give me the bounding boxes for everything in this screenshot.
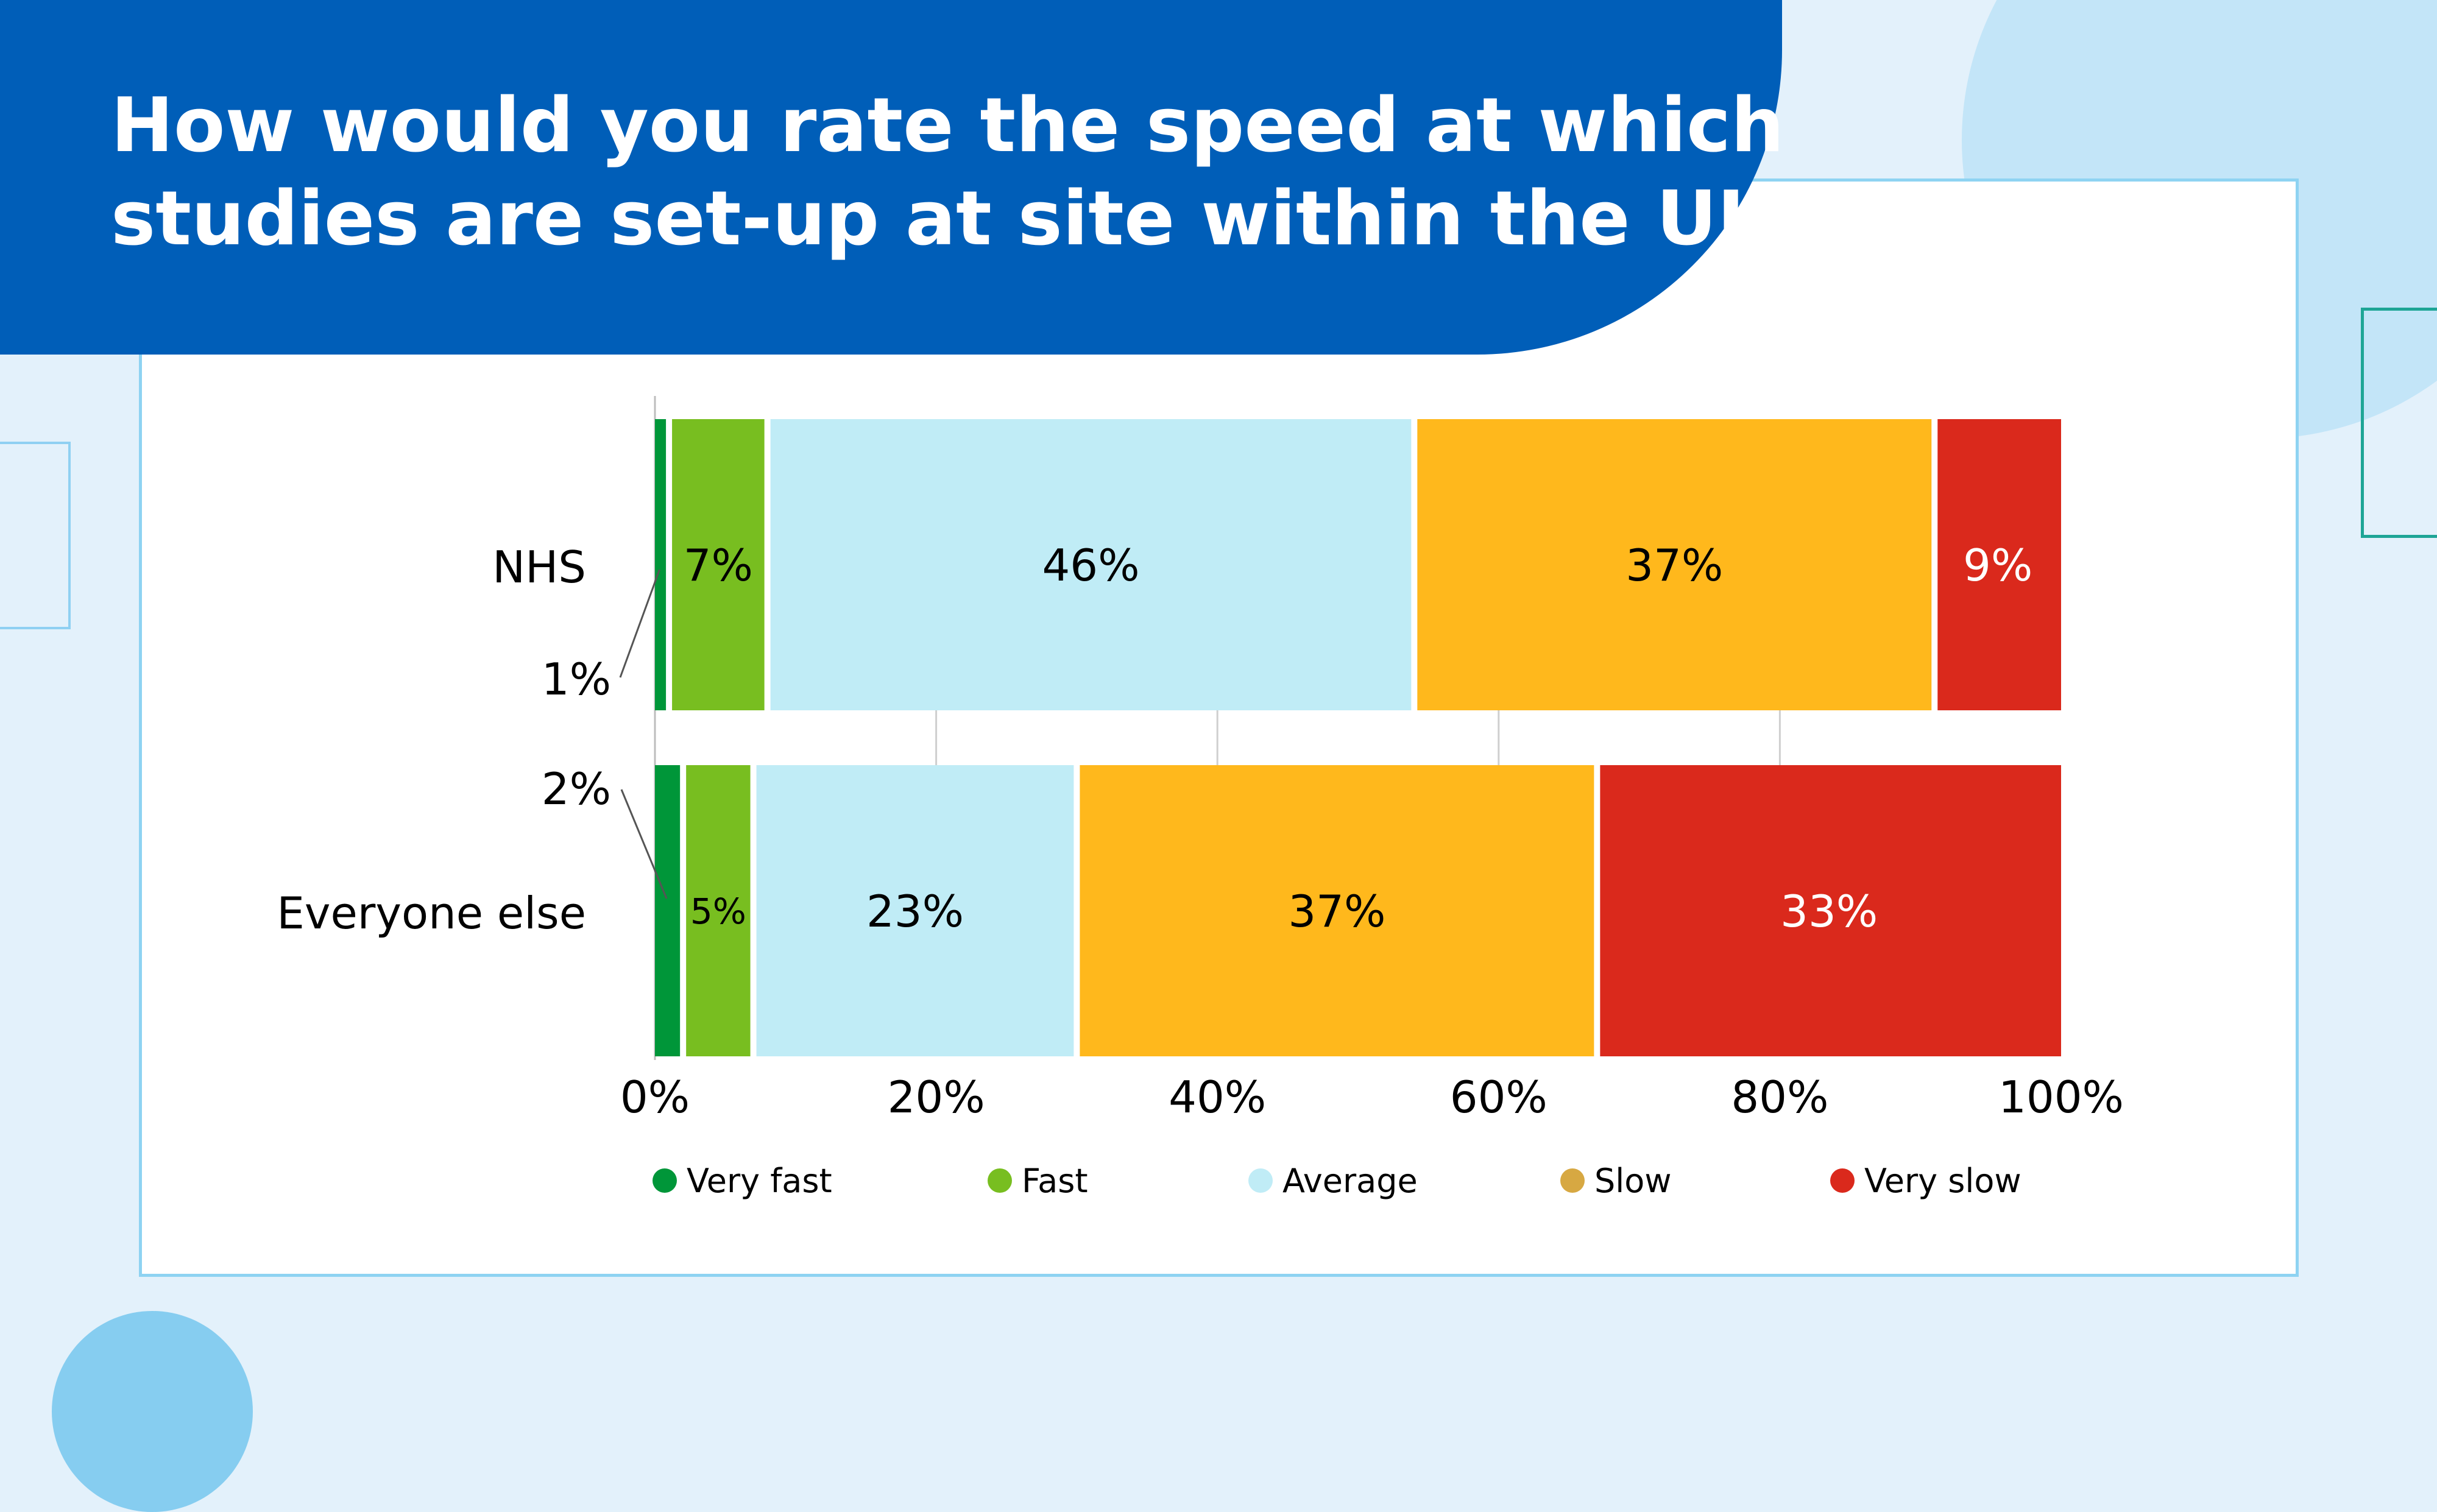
legend-label-fast: Fast: [1022, 1162, 1088, 1200]
bar-nhs-very-fast: [655, 419, 667, 710]
title-line-2: studies are set-up at site within the UK…: [111, 175, 1819, 263]
legend-label-average: Average: [1282, 1162, 1418, 1200]
x-tick-label-0: 0%: [620, 1072, 690, 1123]
data-label-everyone-else-average: 23%: [866, 886, 964, 937]
legend-swatch-fast: [988, 1168, 1012, 1193]
title-banner: How would you rate the speed at which st…: [0, 0, 1819, 355]
x-tick-label-100: 100%: [1998, 1072, 2124, 1123]
data-label-nhs-slow: 37%: [1625, 540, 1723, 591]
leader-line-everyone-else: [620, 789, 668, 899]
legend-swatch-slow: [1560, 1168, 1585, 1193]
data-label-everyone-else-fast: 5%: [690, 891, 746, 932]
data-label-nhs-average: 46%: [1042, 540, 1139, 591]
data-label-nhs-very-fast: 1%: [542, 654, 611, 705]
legend-swatch-very-slow: [1830, 1168, 1855, 1193]
category-label-nhs: NHS: [492, 542, 586, 593]
decorative-frame-right: [2361, 308, 2437, 538]
bar-everyone-else-average: [756, 765, 1074, 1056]
bar-everyone-else-fast: [686, 765, 751, 1056]
legend-label-slow: Slow: [1594, 1162, 1671, 1200]
x-tick-label-80: 80%: [1731, 1072, 1828, 1123]
stacked-bar-chart: 1% 7% 46% 37% 9% 2% 5% 23% 37% 33% NHS Everyone els…: [277, 396, 2124, 1200]
title-line-1: How would you rate the speed at which: [111, 82, 1784, 169]
data-label-nhs-fast: 7%: [684, 540, 753, 591]
x-tick-label-60: 60%: [1450, 1072, 1547, 1123]
data-label-everyone-else-very-slow: 33%: [1780, 886, 1878, 937]
category-label-everyone-else: Everyone else: [277, 888, 586, 939]
data-label-everyone-else-slow: 37%: [1288, 886, 1385, 937]
decorative-frame-left: [0, 442, 71, 629]
bar-nhs-slow: [1417, 419, 1932, 710]
legend-swatch-very-fast: [653, 1168, 677, 1193]
data-label-nhs-very-slow: 9%: [1963, 540, 2032, 591]
x-tick-label-40: 40%: [1169, 1072, 1266, 1123]
bar-everyone-else-slow: [1080, 765, 1594, 1056]
bar-nhs-very-slow: [1937, 419, 2061, 710]
legend-swatch-average: [1248, 1168, 1273, 1193]
legend-label-very-slow: Very slow: [1864, 1162, 2021, 1200]
bar-everyone-else-very-slow: [1600, 765, 2061, 1056]
legend-label-very-fast: Very fast: [687, 1162, 832, 1200]
x-tick-label-20: 20%: [888, 1072, 985, 1123]
leader-line-nhs: [619, 569, 660, 678]
bar-everyone-else-very-fast: [655, 765, 681, 1056]
page-title: How would you rate the speed at which st…: [111, 79, 1819, 266]
data-label-everyone-else-very-fast: 2%: [542, 763, 611, 814]
bar-nhs-fast: [672, 419, 765, 710]
bar-nhs-average: [770, 419, 1412, 710]
